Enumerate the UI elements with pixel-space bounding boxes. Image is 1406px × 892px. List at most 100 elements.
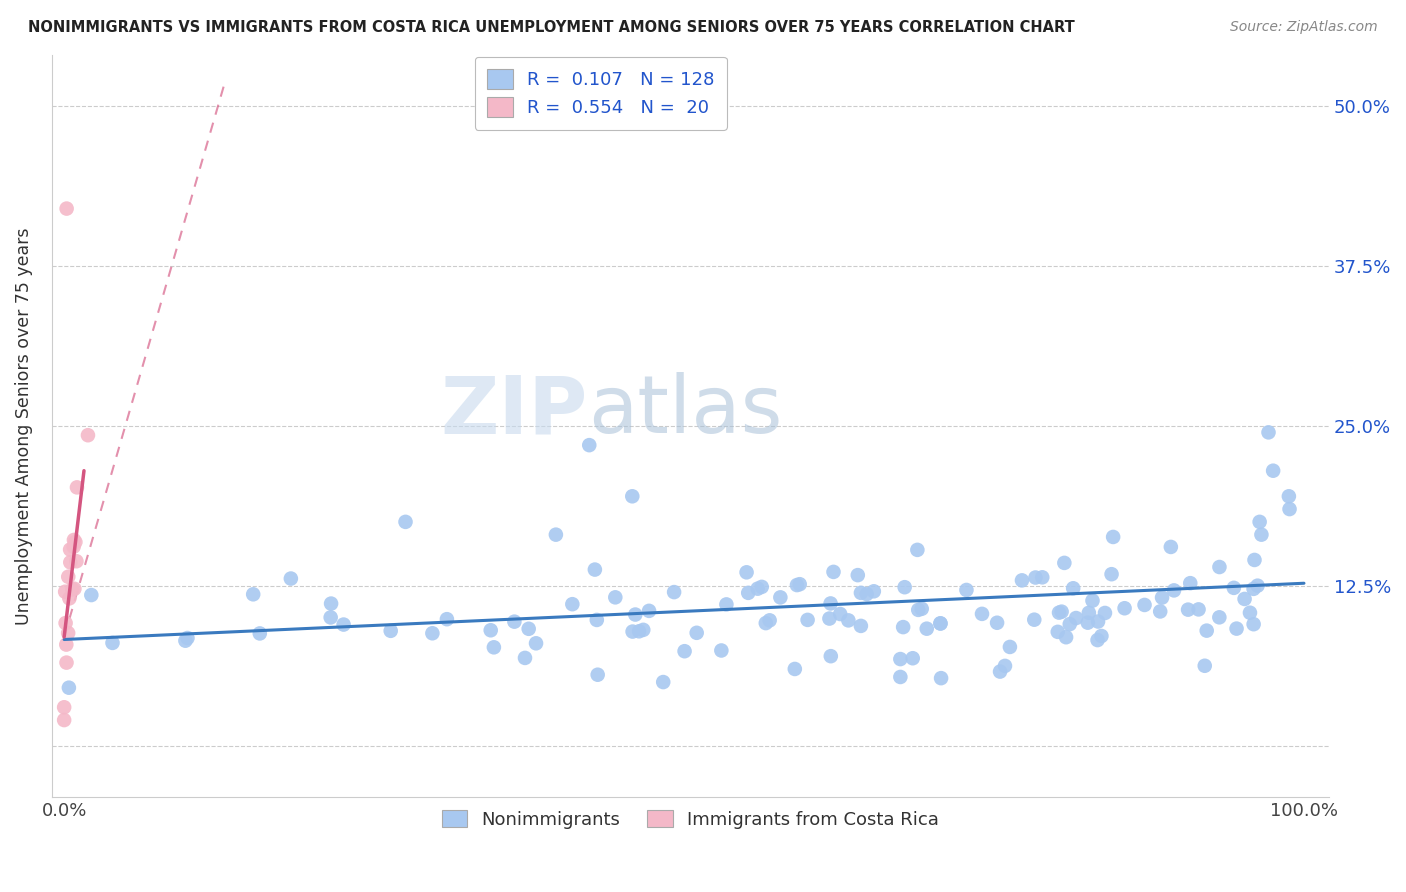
Point bbox=[58, 681, 80, 695]
Point bbox=[820, 597, 842, 611]
Point bbox=[55, 638, 77, 652]
Point bbox=[929, 616, 952, 631]
Point bbox=[823, 565, 845, 579]
Point bbox=[915, 622, 938, 636]
Point bbox=[55, 656, 77, 670]
Point bbox=[1150, 591, 1173, 605]
Point bbox=[59, 555, 82, 569]
Point bbox=[1054, 630, 1077, 644]
Point bbox=[1024, 570, 1046, 584]
Point bbox=[524, 636, 547, 650]
Point bbox=[855, 587, 877, 601]
Point bbox=[624, 607, 647, 622]
Point bbox=[55, 202, 77, 216]
Point bbox=[380, 624, 402, 638]
Point bbox=[1090, 629, 1112, 643]
Point bbox=[53, 713, 76, 727]
Text: atlas: atlas bbox=[588, 372, 783, 450]
Point bbox=[585, 613, 607, 627]
Point bbox=[1031, 570, 1053, 584]
Point bbox=[889, 652, 911, 666]
Point bbox=[55, 615, 77, 630]
Point bbox=[789, 577, 811, 591]
Point bbox=[1223, 581, 1246, 595]
Point bbox=[621, 624, 644, 639]
Point bbox=[1257, 425, 1279, 440]
Point bbox=[1102, 530, 1125, 544]
Point bbox=[578, 438, 600, 452]
Point bbox=[929, 616, 952, 631]
Point bbox=[751, 580, 773, 594]
Point bbox=[1087, 615, 1109, 629]
Point bbox=[621, 489, 644, 503]
Point bbox=[846, 568, 869, 582]
Point bbox=[53, 700, 76, 714]
Point bbox=[1177, 602, 1199, 616]
Point bbox=[769, 591, 792, 605]
Point bbox=[77, 428, 100, 442]
Point bbox=[911, 602, 934, 616]
Point bbox=[1101, 567, 1123, 582]
Point bbox=[1094, 606, 1116, 620]
Point bbox=[893, 580, 915, 594]
Point bbox=[242, 587, 264, 601]
Point bbox=[503, 615, 526, 629]
Point bbox=[1239, 606, 1261, 620]
Point bbox=[56, 626, 79, 640]
Point bbox=[1149, 604, 1171, 618]
Point bbox=[605, 591, 627, 605]
Point bbox=[786, 578, 808, 592]
Point bbox=[1077, 606, 1099, 620]
Point bbox=[1250, 527, 1272, 541]
Point bbox=[901, 651, 924, 665]
Point bbox=[1064, 611, 1087, 625]
Point bbox=[1050, 605, 1073, 619]
Point bbox=[62, 540, 84, 554]
Point bbox=[849, 619, 872, 633]
Point bbox=[907, 603, 929, 617]
Point bbox=[988, 665, 1011, 679]
Point bbox=[970, 607, 993, 621]
Point bbox=[1243, 553, 1265, 567]
Point bbox=[65, 535, 87, 549]
Point bbox=[101, 636, 124, 650]
Point bbox=[174, 633, 197, 648]
Point bbox=[59, 542, 82, 557]
Point bbox=[673, 644, 696, 658]
Y-axis label: Unemployment Among Seniors over 75 years: Unemployment Among Seniors over 75 years bbox=[15, 227, 32, 624]
Point bbox=[319, 597, 342, 611]
Point bbox=[1047, 606, 1070, 620]
Point bbox=[513, 651, 536, 665]
Point bbox=[716, 598, 738, 612]
Point bbox=[818, 611, 841, 625]
Point bbox=[63, 533, 86, 547]
Point bbox=[1059, 617, 1081, 632]
Point bbox=[1046, 624, 1069, 639]
Point bbox=[929, 671, 952, 685]
Point bbox=[65, 554, 87, 568]
Point bbox=[1077, 615, 1099, 630]
Point bbox=[783, 662, 806, 676]
Point bbox=[482, 640, 505, 655]
Point bbox=[58, 570, 80, 584]
Point bbox=[1187, 602, 1209, 616]
Point bbox=[394, 515, 416, 529]
Point bbox=[638, 604, 661, 618]
Point bbox=[830, 607, 852, 621]
Point bbox=[998, 640, 1021, 654]
Point bbox=[1243, 617, 1265, 632]
Point bbox=[862, 584, 884, 599]
Point bbox=[436, 612, 458, 626]
Point bbox=[1180, 576, 1202, 591]
Point bbox=[652, 675, 675, 690]
Point bbox=[66, 480, 89, 494]
Point bbox=[628, 624, 651, 639]
Point bbox=[796, 613, 818, 627]
Point bbox=[1278, 489, 1301, 503]
Point bbox=[583, 563, 606, 577]
Point bbox=[422, 626, 444, 640]
Point bbox=[1233, 591, 1256, 606]
Point bbox=[1114, 601, 1136, 615]
Point bbox=[1024, 613, 1046, 627]
Point bbox=[662, 585, 685, 599]
